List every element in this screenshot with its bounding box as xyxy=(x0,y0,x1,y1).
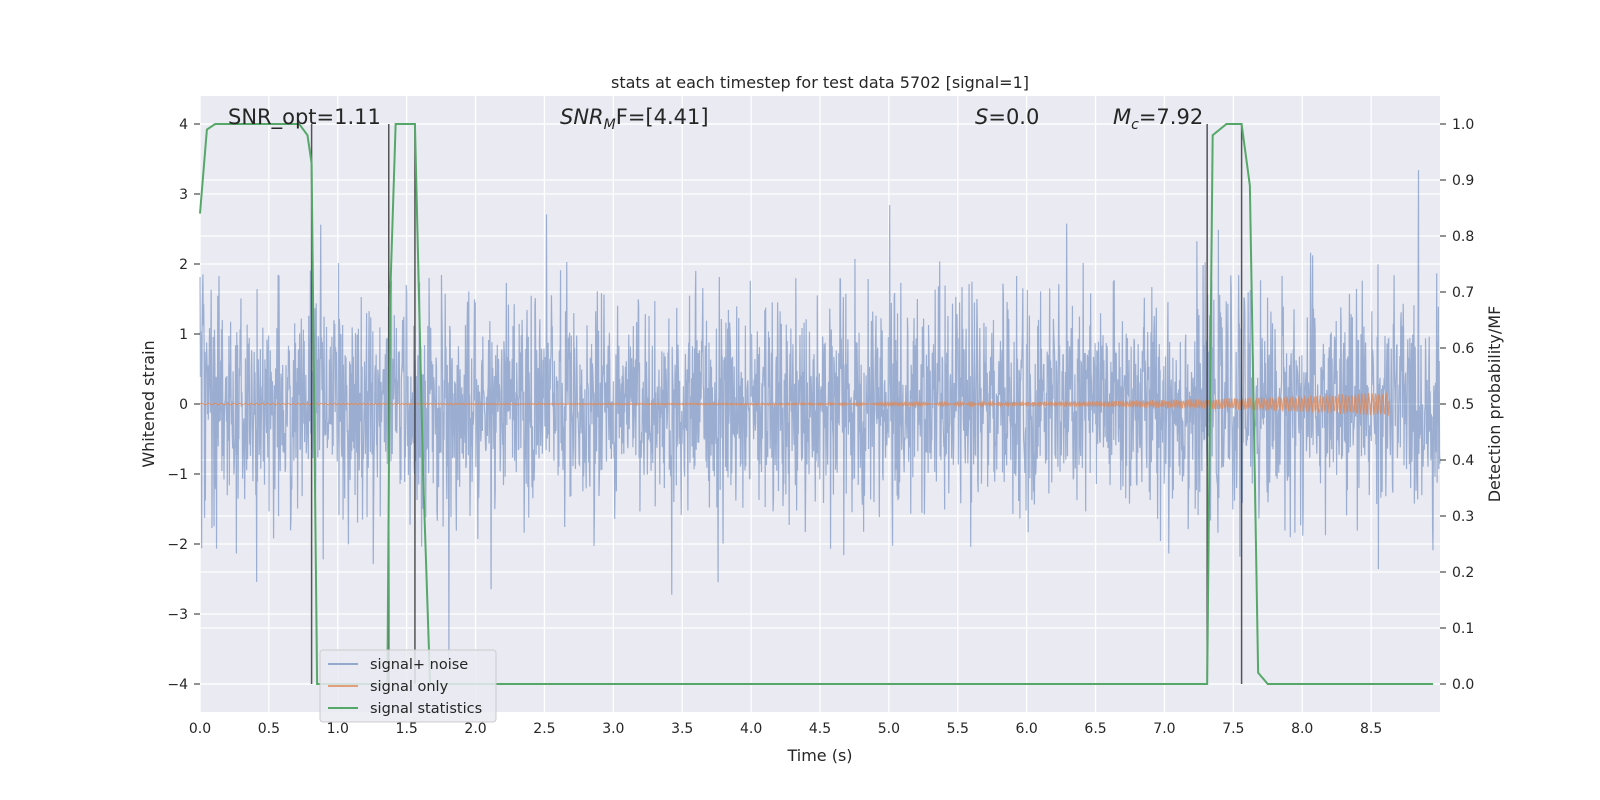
s-rest: =0.0 xyxy=(988,105,1039,129)
x-tick-label: 0.5 xyxy=(258,721,280,737)
signal-noise-series xyxy=(199,170,1441,661)
y2-tick-label: 0.8 xyxy=(1452,229,1474,245)
legend-label-signal-statistics: signal statistics xyxy=(370,701,482,717)
y2-axis-label: Detection probability/MF xyxy=(1485,306,1504,503)
x-tick-label: 1.5 xyxy=(396,721,418,737)
y-tick-label: 0 xyxy=(179,397,188,413)
x-tick-label: 6.5 xyxy=(1084,721,1106,737)
y-tick-label: 3 xyxy=(179,187,188,203)
legend: signal+ noise signal only signal statist… xyxy=(319,649,497,723)
legend-label-signal-noise: signal+ noise xyxy=(370,657,468,673)
annotation-s: S=0.0 xyxy=(975,105,1039,129)
x-axis-label: Time (s) xyxy=(786,746,852,765)
y-axis-ticks: −4 −3 −2 −1 0 1 2 3 4 xyxy=(167,117,200,693)
y2-tick-label: 0.2 xyxy=(1452,565,1474,581)
snr-mf-sub: M xyxy=(604,117,616,133)
signal-noise-line xyxy=(199,170,1441,661)
mc-rest: =7.92 xyxy=(1139,105,1203,129)
signal-only-series xyxy=(199,392,1390,416)
x-tick-label: 7.5 xyxy=(1222,721,1244,737)
y2-tick-label: 1.0 xyxy=(1452,117,1474,133)
y2-tick-label: 0.6 xyxy=(1452,341,1474,357)
y-axis-label: Whitened strain xyxy=(139,340,158,467)
chart-title: stats at each timestep for test data 570… xyxy=(611,73,1029,92)
y-tick-label: 1 xyxy=(179,327,188,343)
x-tick-label: 8.5 xyxy=(1360,721,1382,737)
x-axis-ticks: 0.0 0.5 1.0 1.5 2.0 2.5 3.0 3.5 4.0 4.5 5.0 5.5 6.0 6… xyxy=(189,721,1382,737)
y-tick-label: −4 xyxy=(167,677,188,693)
y2-tick-label: 0.1 xyxy=(1452,621,1474,637)
x-tick-label: 8.0 xyxy=(1291,721,1313,737)
x-tick-label: 3.5 xyxy=(671,721,693,737)
x-tick-label: 4.0 xyxy=(740,721,762,737)
annotation-snr-opt: SNR_opt=1.11 xyxy=(228,105,381,130)
y-tick-label: −2 xyxy=(167,537,188,553)
y-tick-label: −3 xyxy=(167,607,188,623)
signal-statistics-line xyxy=(199,123,1434,685)
y2-tick-label: 0.7 xyxy=(1452,285,1474,301)
x-tick-label: 5.5 xyxy=(947,721,969,737)
legend-label-signal-only: signal only xyxy=(370,679,449,695)
x-tick-label: 4.5 xyxy=(809,721,831,737)
annotation-mc: Mc=7.92 xyxy=(1113,105,1203,133)
x-tick-label: 0.0 xyxy=(189,721,211,737)
x-tick-label: 3.0 xyxy=(602,721,624,737)
y2-tick-label: 0.0 xyxy=(1452,677,1474,693)
x-tick-label: 7.0 xyxy=(1153,721,1175,737)
x-tick-label: 6.0 xyxy=(1016,721,1038,737)
y-tick-label: −1 xyxy=(167,467,188,483)
y-tick-label: 2 xyxy=(179,257,188,273)
x-tick-label: 5.0 xyxy=(878,721,900,737)
mc-sub: c xyxy=(1131,117,1139,133)
x-tick-label: 1.0 xyxy=(327,721,349,737)
y2-tick-label: 0.3 xyxy=(1452,509,1474,525)
signal-statistics-series xyxy=(199,123,1434,685)
y2-tick-label: 0.5 xyxy=(1452,397,1474,413)
x-tick-label: 2.0 xyxy=(464,721,486,737)
s-main: S xyxy=(975,105,988,129)
y-tick-label: 4 xyxy=(179,117,188,133)
y2-tick-label: 0.4 xyxy=(1452,453,1474,469)
snr-mf-rest: F=[4.41] xyxy=(616,105,709,129)
signal-only-line xyxy=(199,392,1390,416)
y2-axis-ticks: 0.0 0.1 0.2 0.3 0.4 0.5 0.6 0.7 0.8 0.9 1.0 xyxy=(1440,117,1474,693)
annotation-snr-mf: SNRMF=[4.41] xyxy=(560,105,709,133)
y2-tick-label: 0.9 xyxy=(1452,173,1474,189)
legend-box xyxy=(319,649,497,723)
x-tick-label: 2.5 xyxy=(533,721,555,737)
mc-main: M xyxy=(1113,105,1131,129)
snr-mf-main: SNR xyxy=(560,105,604,129)
